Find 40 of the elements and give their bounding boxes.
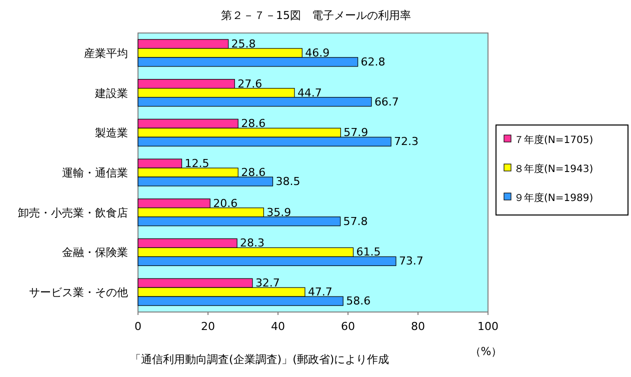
y-tick-label: サービス業・その他 [29, 286, 128, 300]
data-label: 38.5 [276, 175, 300, 188]
y-tick-label: 産業平均 [84, 46, 128, 60]
data-label: 12.5 [184, 157, 210, 170]
data-label: 73.7 [398, 254, 424, 268]
y-tick-label: 製造業 [95, 126, 128, 140]
x-tick-label: 80 [411, 320, 425, 333]
data-label: 46.9 [305, 46, 330, 60]
x-tick-label: 0 [134, 320, 142, 333]
data-label: 28.3 [240, 236, 265, 250]
x-tick-label: 60 [341, 320, 355, 333]
x-axis-title: （%） [470, 345, 502, 358]
legend-label: ９年度(N=1989) [514, 192, 594, 204]
data-label: 20.6 [213, 196, 238, 210]
data-label: 35.9 [266, 206, 292, 219]
data-label: 57.9 [344, 126, 368, 140]
data-label: 72.3 [394, 135, 419, 148]
x-tick-label: 40 [271, 320, 285, 333]
data-label: 28.6 [241, 166, 266, 179]
y-tick-label: 金融・保険業 [62, 246, 128, 260]
x-tick-label: 100 [478, 320, 498, 333]
legend-label: ８年度(N=1943) [514, 163, 594, 175]
data-label: 62.8 [360, 55, 386, 68]
data-label: 57.8 [343, 214, 368, 228]
chart-title: 第２－７－15図 電子メールの利用率 [221, 9, 411, 22]
data-label: 32.7 [255, 276, 280, 290]
data-label: 66.7 [374, 95, 399, 108]
y-tick-label: 運輸・通信業 [62, 166, 128, 180]
x-tick-label: 20 [201, 320, 215, 333]
data-label: 44.7 [297, 86, 322, 100]
data-label: 25.8 [231, 37, 256, 50]
data-label: 61.5 [356, 246, 381, 259]
y-tick-label: 建設業 [94, 86, 128, 100]
data-label: 27.6 [238, 77, 262, 90]
legend-label: ７年度(N=1705) [514, 134, 594, 146]
y-tick-label: 卸売・小売業・飲食店 [18, 206, 128, 220]
text: 「通信利用動向調査(企業調査)」(郵政省)により作成 [130, 353, 390, 366]
data-label: 28.6 [241, 117, 266, 130]
data-label: 58.6 [346, 294, 371, 308]
data-label: 47.7 [308, 286, 332, 299]
